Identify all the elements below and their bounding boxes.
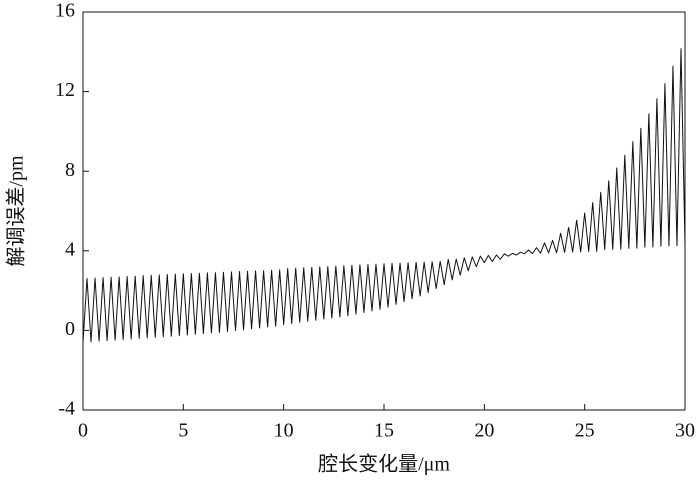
x-tick-label: 10 <box>274 420 294 442</box>
y-tick-label: 8 <box>65 159 75 181</box>
y-tick-label: 12 <box>55 79 75 101</box>
x-tick-label: 15 <box>374 420 394 442</box>
y-tick-label: 4 <box>65 238 75 260</box>
plot-frame <box>82 11 686 411</box>
x-tick-label: 0 <box>78 420 88 442</box>
x-tick-label: 30 <box>675 420 695 442</box>
data-line <box>82 48 686 343</box>
y-tick-label: 16 <box>55 0 75 22</box>
x-tick-label: 25 <box>575 420 595 442</box>
y-tick-label: -4 <box>58 398 75 420</box>
y-tick-label: 0 <box>65 318 75 340</box>
x-tick-label: 20 <box>474 420 494 442</box>
y-axis-label: 解调误差/pm <box>5 155 28 267</box>
x-tick-label: 5 <box>178 420 188 442</box>
x-axis-label: 腔长变化量/μm <box>318 453 450 476</box>
